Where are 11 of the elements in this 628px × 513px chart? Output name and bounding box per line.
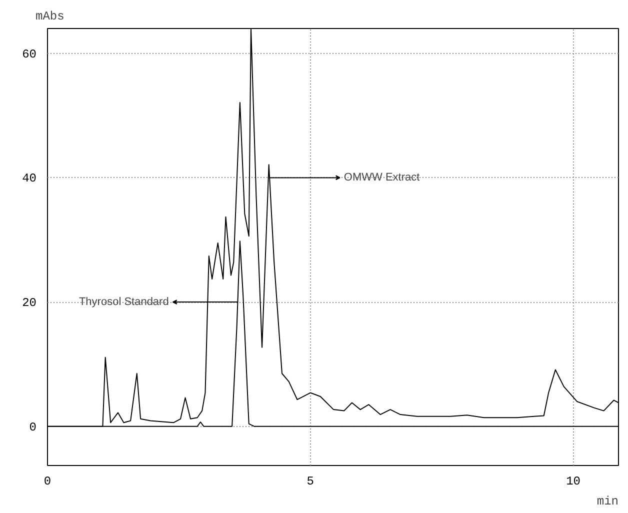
x-tick-label: 5 <box>306 474 314 488</box>
y-tick-label: 40 <box>22 172 37 186</box>
x-tick-label: 10 <box>566 474 580 488</box>
annotation: OMWW Extract <box>344 172 420 184</box>
y-tick-label: 0 <box>29 420 36 434</box>
annotation: Thyrosol Standard <box>78 296 169 308</box>
y-axis-title: mAbs <box>36 10 64 24</box>
y-tick-label: 60 <box>22 47 37 62</box>
x-axis-title: min <box>596 494 619 508</box>
x-tick-label: 0 <box>44 474 52 488</box>
y-tick-label: 20 <box>22 296 37 310</box>
